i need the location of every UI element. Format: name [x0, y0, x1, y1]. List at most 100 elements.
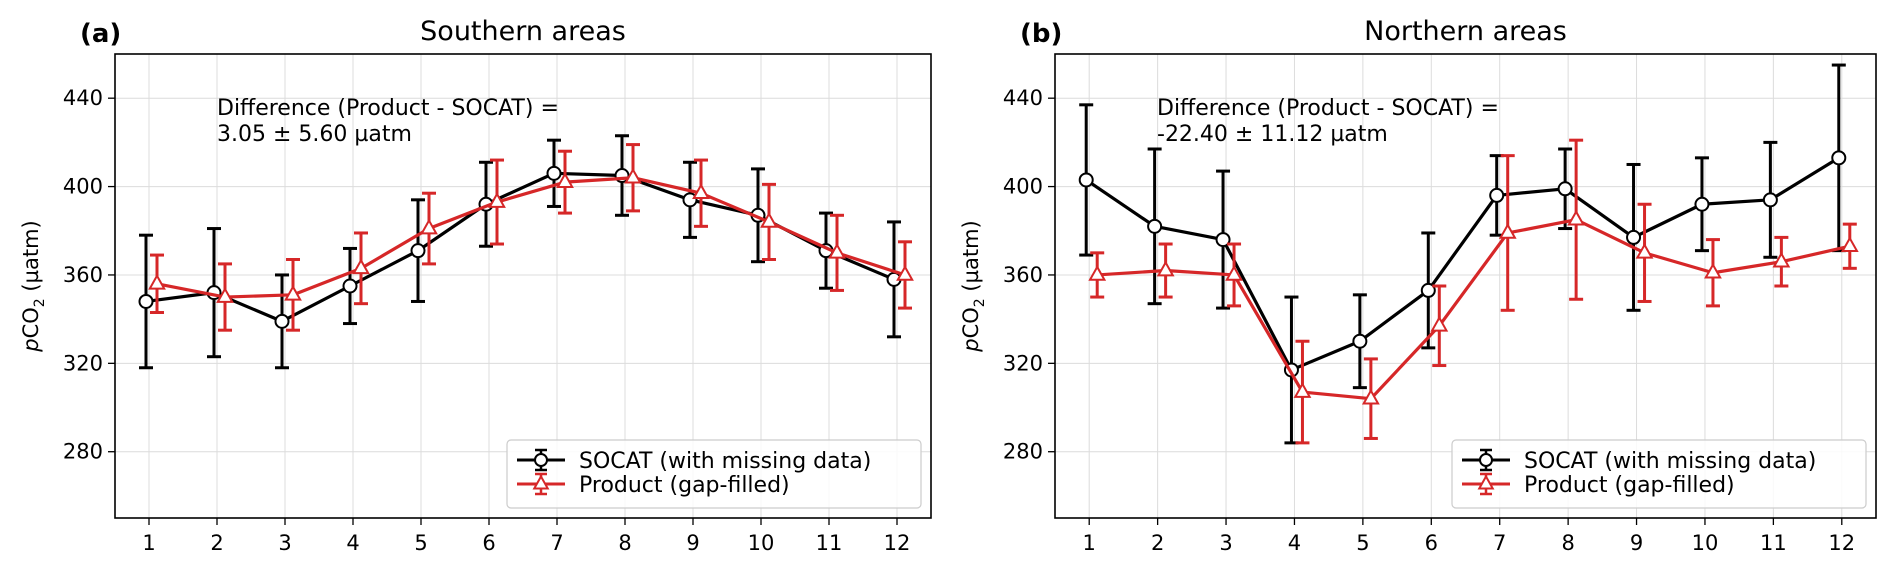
- data-point: [1557, 181, 1573, 197]
- data-point: [1489, 187, 1505, 203]
- y-axis-label-italic: p: [19, 338, 43, 352]
- data-point: [1831, 150, 1847, 166]
- series-line: [1097, 218, 1851, 401]
- panel-label: (b): [1020, 19, 1062, 49]
- y-tick-label: 280: [63, 440, 103, 464]
- data-point: [896, 264, 914, 281]
- series-line: [1085, 156, 1840, 372]
- data-point: [1840, 236, 1859, 253]
- annotation-line-1: Difference (Product - SOCAT) =: [1157, 96, 1499, 121]
- x-tick-label: 11: [1760, 531, 1787, 555]
- plot-frame: [1054, 53, 1877, 519]
- y-tick-label: 360: [1003, 263, 1043, 287]
- data-point: [556, 172, 574, 188]
- data-point: [410, 243, 426, 259]
- x-tick-label: 1: [1083, 531, 1096, 555]
- x-tick-label: 6: [1425, 531, 1438, 555]
- y-tick-label: 320: [1003, 351, 1043, 375]
- data-point: [420, 218, 438, 235]
- y-tick-label: 440: [63, 86, 103, 110]
- data-point: [342, 278, 358, 294]
- legend-marker: [532, 474, 550, 490]
- legend-marker: [1479, 453, 1493, 467]
- series-line: [156, 176, 906, 299]
- data-point: [682, 192, 698, 208]
- data-point: [546, 165, 562, 181]
- legend-label: Product (gap-filled): [1524, 473, 1735, 498]
- legend: SOCAT (with missing data)Product (gap-fi…: [506, 439, 922, 509]
- x-tick-label: 11: [816, 531, 843, 555]
- data-point: [828, 242, 846, 259]
- data-point: [488, 191, 506, 208]
- x-tick-label: 7: [1493, 531, 1506, 555]
- chart-title: Southern areas: [420, 16, 626, 47]
- data-point: [1430, 315, 1449, 332]
- x-tick-label: 5: [414, 531, 427, 555]
- legend-marker: [534, 453, 548, 467]
- y-axis-label-subscript: 2: [972, 298, 988, 307]
- series-socat: [138, 134, 902, 370]
- data-point: [1567, 209, 1586, 226]
- x-tick-label: 4: [346, 531, 359, 555]
- legend-marker: [1477, 474, 1495, 490]
- data-point: [274, 313, 290, 329]
- data-point: [1361, 388, 1380, 405]
- y-axis-label: pCO2 (µatm): [959, 220, 988, 352]
- data-point: [624, 167, 642, 184]
- legend-label: SOCAT (with missing data): [1524, 449, 1816, 474]
- annotation-line-1: Difference (Product - SOCAT) =: [217, 96, 559, 121]
- x-tick-label: 8: [618, 531, 631, 555]
- y-tick-label: 400: [63, 175, 103, 199]
- legend-label: Product (gap-filled): [579, 473, 790, 498]
- data-point: [1762, 192, 1778, 208]
- data-point: [692, 183, 710, 199]
- x-tick-label: 9: [1630, 531, 1643, 555]
- x-tick-label: 2: [1151, 531, 1164, 555]
- y-axis-label-unit: (µatm): [19, 220, 43, 298]
- data-point: [760, 211, 778, 228]
- data-point: [138, 293, 154, 309]
- x-tick-label: 7: [550, 531, 563, 555]
- y-tick-label: 400: [1003, 175, 1043, 199]
- y-axis-label-main: CO: [19, 307, 43, 338]
- y-axis-label-unit: (µatm): [959, 220, 983, 298]
- data-point: [1420, 282, 1436, 298]
- legend-box: [1451, 439, 1867, 509]
- data-point: [352, 258, 370, 275]
- data-point: [1156, 260, 1175, 277]
- data-point: [216, 287, 234, 303]
- data-point: [1498, 222, 1517, 239]
- x-tick-label: 12: [884, 531, 911, 555]
- y-tick-label: 440: [1003, 86, 1043, 110]
- x-tick-label: 3: [278, 531, 291, 555]
- data-point: [1225, 264, 1243, 281]
- annotation-line-2: -22.40 ± 11.12 µatm: [1157, 122, 1388, 147]
- data-point: [1088, 264, 1107, 281]
- data-point: [1147, 218, 1163, 234]
- legend-box: [506, 439, 922, 509]
- x-tick-label: 8: [1561, 531, 1574, 555]
- annotation-line-2: 3.05 ± 5.60 µatm: [217, 122, 412, 147]
- data-point: [1704, 262, 1722, 279]
- series-product: [1088, 138, 1859, 445]
- data-point: [1215, 232, 1231, 248]
- panel-label: (a): [80, 19, 121, 49]
- data-point: [1694, 196, 1710, 212]
- data-point: [1635, 242, 1654, 259]
- x-tick-label: 2: [210, 531, 223, 555]
- data-point: [1626, 229, 1642, 245]
- x-tick-label: 1: [142, 531, 155, 555]
- y-axis-label-italic: p: [959, 338, 983, 352]
- x-tick-label: 3: [1219, 531, 1232, 555]
- series-product: [148, 143, 914, 332]
- y-tick-label: 320: [63, 351, 103, 375]
- data-point: [1352, 333, 1368, 349]
- chart-title: Northern areas: [1364, 16, 1567, 47]
- legend-label: SOCAT (with missing data): [579, 449, 871, 474]
- y-tick-label: 280: [1003, 440, 1043, 464]
- x-tick-label: 9: [686, 531, 699, 555]
- x-tick-label: 10: [748, 531, 775, 555]
- y-axis-label-main: CO: [959, 307, 983, 338]
